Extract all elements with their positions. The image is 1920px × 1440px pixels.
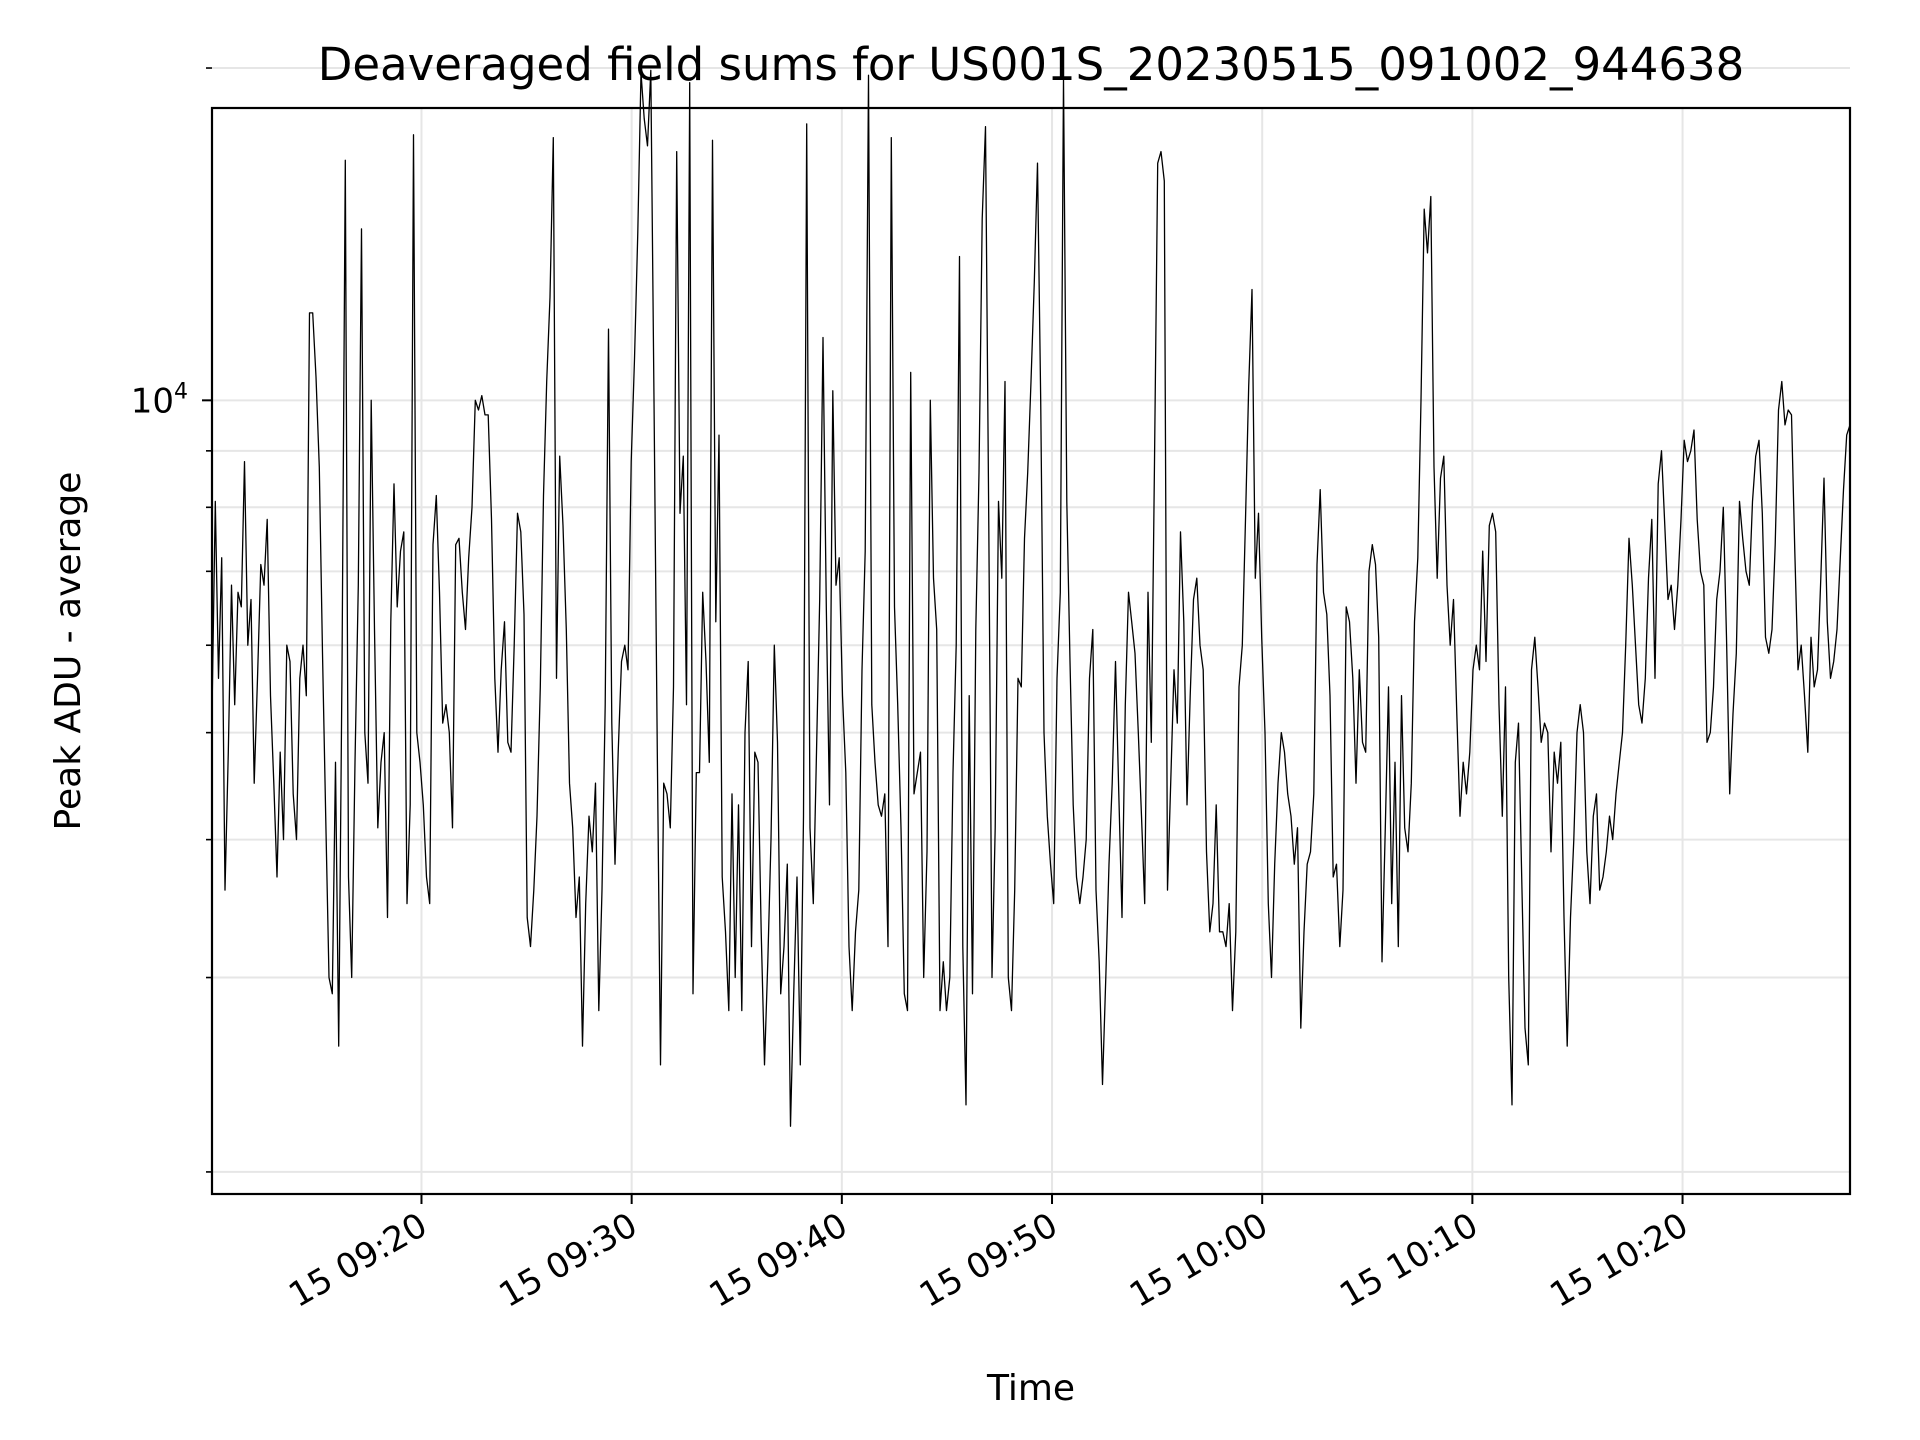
- y-tick-label-exponent: 4: [174, 379, 188, 404]
- y-axis-label: Peak ADU - average: [48, 472, 89, 831]
- x-axis-label: Time: [986, 1368, 1075, 1409]
- y-tick-label-base: 10: [131, 381, 174, 421]
- series-line: [211, 69, 1851, 1127]
- y-tick-label: 104: [131, 379, 188, 421]
- chart-title: Deaveraged field sums for US001S_2023051…: [318, 38, 1745, 91]
- plot-frame: [210, 106, 1852, 1196]
- series-layer: [211, 69, 1851, 1127]
- y-ticks: 104: [131, 67, 212, 1173]
- grid: [212, 67, 1850, 1194]
